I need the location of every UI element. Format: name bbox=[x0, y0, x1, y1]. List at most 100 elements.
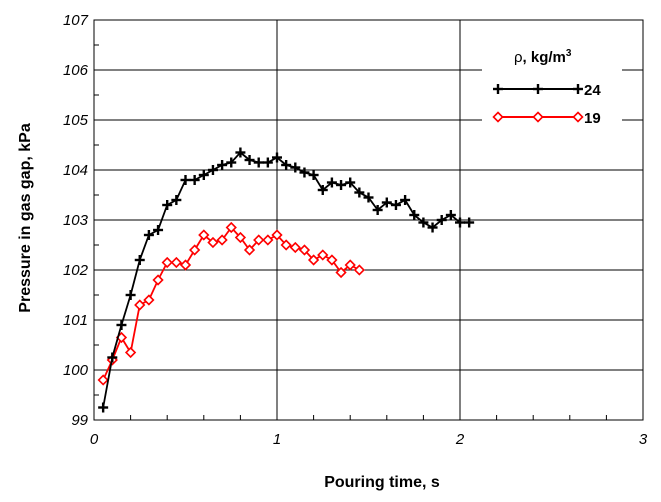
data-point-19 bbox=[152, 274, 164, 286]
data-point-19 bbox=[262, 234, 274, 246]
data-point-24 bbox=[427, 222, 438, 233]
data-point-24 bbox=[226, 157, 237, 168]
data-point-24 bbox=[445, 210, 456, 220]
data-point-24 bbox=[125, 290, 136, 300]
data-point-19 bbox=[271, 229, 283, 241]
y-tick-label: 106 bbox=[63, 62, 89, 79]
data-point-24 bbox=[262, 157, 273, 168]
data-point-24 bbox=[400, 195, 411, 205]
data-point-24 bbox=[326, 177, 337, 188]
data-point-19 bbox=[124, 346, 137, 359]
data-point-24 bbox=[98, 402, 109, 413]
data-point-24 bbox=[345, 177, 356, 188]
data-point-24 bbox=[363, 192, 374, 203]
data-point-19 bbox=[280, 239, 292, 251]
data-point-24 bbox=[317, 185, 328, 195]
data-point-19 bbox=[344, 259, 356, 271]
legend-marker-24 bbox=[573, 84, 583, 94]
x-tick-label: 3 bbox=[639, 431, 648, 448]
y-tick-labels: 99 100 101 102 103 104 105 106 107 bbox=[63, 12, 89, 429]
data-point-24 bbox=[235, 147, 246, 158]
series-layer bbox=[97, 147, 475, 413]
data-point-24 bbox=[336, 180, 347, 190]
data-point-24 bbox=[418, 217, 429, 228]
data-point-19 bbox=[170, 256, 182, 269]
data-point-24 bbox=[354, 187, 365, 198]
y-tick-label: 104 bbox=[63, 162, 88, 179]
data-point-19 bbox=[289, 241, 301, 254]
legend-item-24: 24 bbox=[493, 82, 601, 99]
data-point-24 bbox=[290, 162, 301, 173]
data-point-19 bbox=[161, 256, 173, 269]
data-point-19 bbox=[216, 234, 228, 246]
y-tick-label: 99 bbox=[71, 412, 88, 429]
y-tick-label: 107 bbox=[63, 12, 89, 29]
x-tick-label: 2 bbox=[455, 431, 465, 448]
series-24 bbox=[98, 147, 475, 413]
data-point-24 bbox=[372, 205, 383, 215]
x-tick-labels: 0 1 2 3 bbox=[90, 431, 648, 448]
data-point-24 bbox=[107, 352, 118, 363]
data-point-24 bbox=[162, 200, 173, 210]
minor-ticks bbox=[93, 19, 644, 421]
data-point-24 bbox=[464, 217, 475, 228]
data-point-24 bbox=[272, 152, 282, 163]
legend-marker-24 bbox=[493, 84, 503, 94]
data-point-19 bbox=[317, 249, 329, 261]
data-point-24 bbox=[455, 217, 465, 228]
legend-marker-19 bbox=[532, 111, 544, 123]
data-point-19 bbox=[307, 254, 320, 266]
data-point-24 bbox=[134, 255, 145, 265]
y-tick-label: 100 bbox=[63, 362, 89, 379]
data-point-24 bbox=[116, 320, 127, 330]
y-tick-label: 101 bbox=[63, 312, 88, 329]
data-point-24 bbox=[299, 167, 310, 178]
data-point-24 bbox=[409, 210, 420, 220]
data-point-19 bbox=[198, 229, 210, 241]
data-point-19 bbox=[97, 374, 109, 386]
data-point-24 bbox=[189, 175, 200, 185]
x-axis-title: Pouring time, s bbox=[324, 474, 440, 491]
data-point-24 bbox=[180, 175, 191, 185]
data-point-19 bbox=[335, 266, 347, 279]
data-point-19 bbox=[326, 254, 338, 266]
legend-marker-24 bbox=[533, 84, 543, 94]
data-point-24 bbox=[198, 170, 209, 180]
data-point-24 bbox=[143, 230, 154, 240]
data-point-24 bbox=[171, 195, 182, 205]
legend-items: 24 19 bbox=[492, 82, 601, 127]
series-19 bbox=[97, 221, 365, 386]
data-point-19 bbox=[243, 244, 256, 256]
data-point-19 bbox=[189, 244, 201, 256]
data-point-24 bbox=[253, 157, 264, 168]
data-point-24 bbox=[308, 170, 319, 180]
data-point-19 bbox=[179, 259, 192, 271]
x-tick-label: 0 bbox=[90, 431, 99, 448]
legend-title-units: , kg/m bbox=[523, 49, 566, 66]
legend-title: ρ, kg/m3 bbox=[514, 48, 572, 66]
data-point-19 bbox=[143, 294, 155, 306]
legend-marker-19 bbox=[572, 111, 584, 123]
data-point-24 bbox=[217, 160, 228, 170]
data-point-19 bbox=[134, 299, 146, 311]
legend-item-19: 19 bbox=[492, 110, 601, 127]
legend-title-sup: 3 bbox=[566, 48, 572, 59]
data-point-24 bbox=[381, 197, 392, 208]
legend-label-19: 19 bbox=[584, 110, 601, 127]
data-point-24 bbox=[207, 165, 218, 175]
data-point-19 bbox=[353, 264, 365, 276]
data-point-24 bbox=[281, 160, 292, 170]
y-tick-label: 102 bbox=[63, 262, 89, 279]
data-point-19 bbox=[253, 234, 265, 246]
y-tick-label: 105 bbox=[63, 112, 89, 129]
legend-marker-19 bbox=[492, 111, 504, 123]
legend-label-24: 24 bbox=[584, 82, 601, 99]
data-point-24 bbox=[390, 200, 401, 210]
data-point-24 bbox=[153, 225, 164, 235]
legend-title-symbol: ρ bbox=[514, 49, 523, 66]
data-point-19 bbox=[207, 236, 219, 249]
data-point-24 bbox=[436, 215, 447, 225]
y-axis-title: Pressure in gas gap, kPa bbox=[17, 123, 34, 313]
